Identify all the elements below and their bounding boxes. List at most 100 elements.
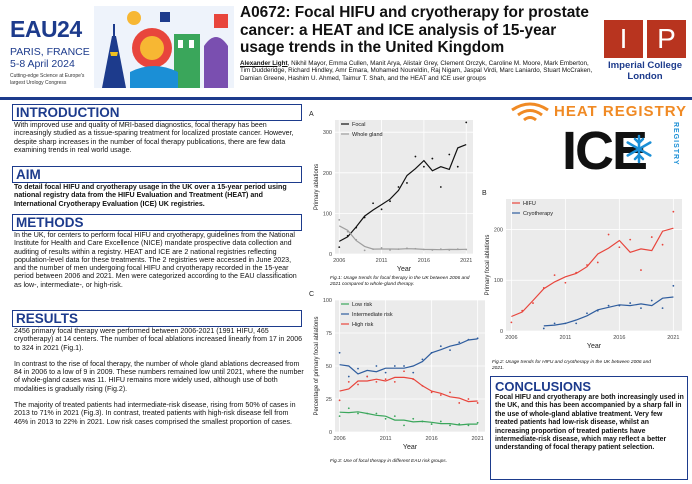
wifi-wave-icon: [511, 102, 549, 122]
data-point: [542, 327, 545, 330]
data-point: [448, 153, 451, 156]
x-tick-label: 2011: [380, 436, 392, 442]
data-point: [347, 407, 350, 410]
panel-label: C: [309, 291, 314, 298]
data-point: [403, 365, 405, 367]
plot-background: [335, 120, 473, 254]
data-point: [629, 302, 632, 304]
data-point: [661, 307, 664, 310]
y-axis-label: Primary ablations: [314, 164, 320, 210]
eau-city: PARIS, FRANCE: [10, 46, 90, 58]
data-point: [389, 200, 391, 203]
data-point: [347, 380, 350, 383]
paris-landmarks-illustration: [94, 6, 234, 88]
data-point: [439, 420, 442, 423]
series-line: [339, 338, 478, 375]
x-tick-label: 2011: [559, 335, 571, 341]
imperial-college-logo: I P Imperial College London: [604, 20, 686, 92]
x-tick-label: 2011: [376, 258, 388, 264]
x-tick-label: 2016: [426, 436, 438, 442]
data-point: [347, 375, 350, 378]
data-point: [456, 165, 459, 168]
data-point: [393, 365, 396, 367]
data-point: [672, 284, 675, 287]
y-axis-label: Percentage of primary focal ablations: [314, 316, 320, 415]
data-point: [384, 378, 387, 381]
y-tick-label: 0: [329, 430, 332, 436]
methods-heading: METHODS: [12, 214, 302, 231]
data-point: [618, 246, 621, 249]
data-point: [439, 394, 442, 396]
methods-text: In the UK, for centers to perform focal …: [14, 231, 297, 289]
x-tick-label: 2006: [333, 436, 345, 442]
conclusions-box: CONCLUSIONS Focal HIFU and cryotherapy a…: [490, 376, 688, 480]
figure-2-caption: Fig.2: Usage trends for HIFU and cryothe…: [492, 360, 651, 371]
y-tick-label: 200: [494, 227, 503, 233]
figure-1-chart: 0 100 200 300 2006 2011 2016 2021 A Year Primary a…: [309, 111, 473, 273]
legend-label: Whole gland: [352, 132, 383, 138]
imperial-line-2: London: [627, 70, 663, 82]
data-point: [661, 243, 664, 246]
data-point: [357, 367, 359, 370]
introduction-heading: INTRODUCTION: [12, 104, 302, 121]
data-point: [403, 424, 405, 427]
eau-tagline: Cutting-edge Science at Europe's largest…: [10, 73, 85, 86]
data-point: [412, 417, 415, 420]
data-point: [640, 269, 642, 271]
series-line: [511, 227, 674, 318]
data-point: [476, 402, 479, 404]
y-tick-label: 75: [326, 331, 332, 337]
results-paragraph-1: 2456 primary focal therapy were performe…: [14, 327, 303, 352]
title-block: A0672: Focal HIFU and cryotherapy for pr…: [240, 4, 600, 82]
data-point: [476, 421, 479, 424]
data-point: [607, 304, 610, 307]
data-point: [532, 302, 534, 304]
figure-1-caption: Fig.1: Usage trends for focal therapy in…: [330, 276, 470, 287]
data-point: [338, 351, 341, 354]
aim-text: To detail focal HIFU and cryotherapy usa…: [14, 183, 287, 208]
data-point: [380, 247, 383, 249]
data-point: [439, 345, 442, 348]
plot-background: [506, 199, 682, 331]
y-tick-label: 100: [323, 298, 332, 304]
data-point: [338, 399, 341, 402]
y-tick-label: 300: [323, 130, 332, 136]
data-point: [372, 202, 374, 205]
x-tick-label: 2021: [460, 258, 472, 264]
legend-label: Focal: [352, 122, 365, 128]
figure-3-caption: Fig.3: Use of focal therapy in different…: [330, 459, 448, 464]
imperial-i-block: I: [604, 20, 643, 58]
data-point: [465, 121, 468, 124]
data-point: [375, 412, 378, 415]
data-point: [439, 186, 442, 188]
legend-label: Low risk: [352, 302, 372, 308]
data-point: [363, 249, 366, 252]
data-point: [467, 398, 470, 400]
aim-heading: AIM: [12, 166, 302, 183]
snowflake-icon: [626, 134, 652, 164]
eau-title: EAU24: [10, 16, 82, 42]
data-point: [366, 375, 369, 378]
legend-label: Intermediate risk: [352, 312, 393, 318]
data-point: [414, 155, 417, 158]
data-point: [338, 218, 341, 221]
data-point: [375, 365, 378, 367]
data-point: [467, 424, 470, 427]
series-line: [339, 376, 478, 403]
poster-header: EAU24 PARIS, FRANCE 5-8 April 2024 Cutti…: [0, 0, 692, 101]
panel-label: B: [482, 190, 487, 197]
data-point: [458, 341, 461, 344]
y-tick-label: 100: [494, 278, 503, 284]
series-line: [338, 144, 467, 242]
data-point: [629, 238, 632, 241]
data-point: [393, 415, 396, 418]
introduction-text: With improved use and quality of MRI-bas…: [14, 121, 294, 154]
x-tick-label: 2006: [333, 258, 345, 264]
data-point: [650, 299, 653, 302]
y-tick-label: 50: [326, 364, 332, 370]
data-point: [672, 210, 675, 213]
x-tick-label: 2021: [472, 436, 484, 442]
other-authors: , Nikhil Mayor, Emma Cullen, Manit Arya,…: [240, 59, 593, 82]
y-tick-label: 0: [329, 252, 332, 258]
eau-congress-logo: EAU24 PARIS, FRANCE 5-8 April 2024 Cutti…: [4, 6, 234, 94]
